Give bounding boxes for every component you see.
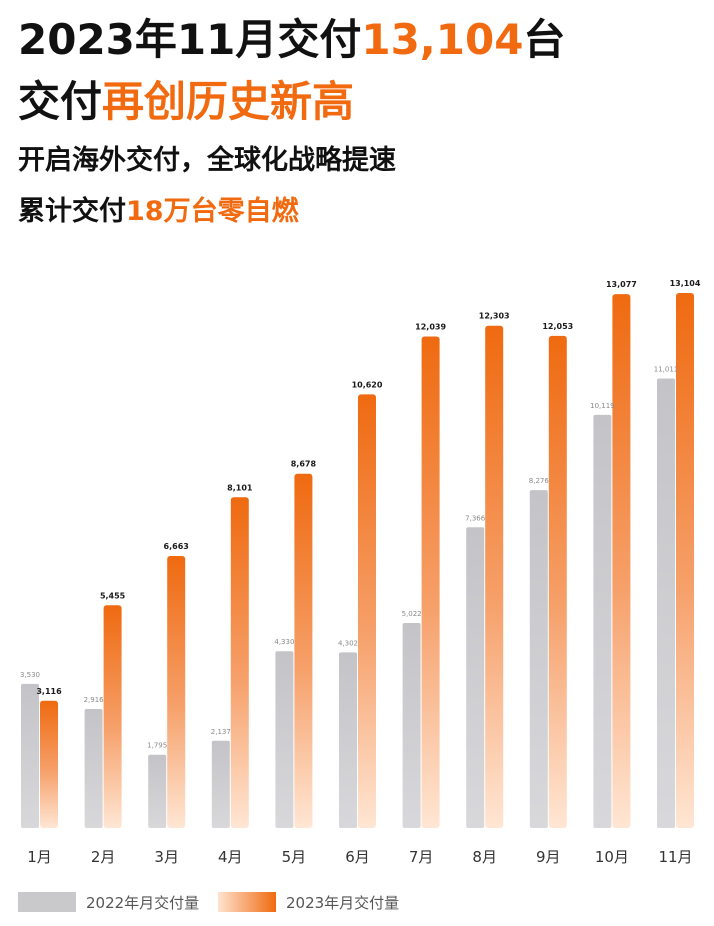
label-2023-7: 12,039: [415, 322, 446, 331]
headline-title: 2023年11月交付13,104台: [18, 14, 565, 66]
tagline-text: 累计交付: [18, 196, 126, 227]
bar-2023-10: [612, 294, 631, 829]
bar-2022-11: [657, 378, 675, 828]
bar-2023-9: [548, 335, 567, 828]
label-2022-1: 3,530: [20, 671, 40, 679]
label-2023-11: 13,104: [670, 279, 701, 288]
legend-swatch-2023: [218, 892, 276, 912]
x-tick-6: 6月: [345, 848, 370, 866]
bar-2023-8: [485, 325, 504, 828]
bar-2023-1: [40, 700, 58, 828]
label-2023-9: 12,053: [542, 322, 573, 331]
bar-2023-5: [294, 473, 313, 828]
x-tick-2: 2月: [91, 848, 116, 866]
bar-2023-3: [167, 555, 186, 828]
x-tick-4: 4月: [218, 848, 243, 866]
legend-label-2023: 2023年月交付量: [286, 893, 400, 912]
bar-2022-7: [402, 622, 421, 828]
label-2023-8: 12,303: [479, 312, 510, 321]
label-2022-11: 11,011: [654, 365, 679, 373]
legend-label-2022: 2022年月交付量: [86, 893, 200, 912]
bar-2022-10: [593, 414, 612, 828]
label-2022-10: 10,119: [590, 402, 615, 410]
x-tick-8: 8月: [472, 848, 497, 866]
x-tick-9: 9月: [536, 848, 561, 866]
label-2022-6: 4,302: [338, 639, 358, 647]
label-2023-3: 6,663: [164, 542, 189, 551]
label-2023-5: 8,678: [291, 460, 317, 469]
bar-2023-7: [421, 336, 440, 828]
x-tick-7: 7月: [409, 848, 434, 866]
label-2023-6: 10,620: [352, 380, 383, 389]
tagline-safety: 累计交付18万台零自燃: [18, 193, 299, 231]
headline-highlight-number: 13,104: [361, 15, 524, 64]
x-tick-5: 5月: [282, 848, 307, 866]
label-2022-5: 4,330: [274, 638, 294, 646]
bar-2022-6: [339, 652, 357, 828]
x-tick-11: 11月: [658, 848, 692, 866]
subtitle-text: 交付: [18, 77, 103, 126]
label-2023-4: 8,101: [227, 483, 253, 492]
subtitle-highlight: 再创历史新高: [102, 77, 355, 126]
legend-2023: 2023年月交付量: [218, 890, 399, 914]
bar-2022-3: [148, 754, 167, 828]
tagline-global: 开启海外交付，全球化战略提速: [18, 145, 396, 176]
label-2022-2: 2,916: [84, 696, 105, 704]
label-2023-1: 3,116: [36, 687, 62, 696]
x-tick-1: 1月: [27, 848, 52, 866]
x-tick-3: 3月: [154, 848, 179, 866]
legend-2022: 2022年月交付量: [18, 890, 199, 914]
bar-2022-1: [21, 683, 39, 828]
label-2022-9: 8,276: [529, 477, 550, 485]
headline-text: 2023年11月交付: [18, 15, 362, 64]
legend-swatch-2022: [18, 892, 76, 912]
bar-2023-2: [103, 605, 122, 828]
label-2023-2: 5,455: [100, 591, 126, 600]
label-2022-4: 2,137: [211, 728, 231, 736]
x-tick-10: 10月: [595, 848, 629, 866]
bar-2023-11: [676, 293, 694, 828]
bar-2022-4: [211, 740, 230, 828]
label-2022-3: 1,795: [147, 742, 167, 750]
headline-text-suffix: 台: [523, 15, 566, 64]
bar-2022-2: [84, 708, 103, 828]
bar-2023-6: [358, 394, 376, 828]
bar-2022-5: [275, 651, 294, 828]
label-2022-7: 5,022: [402, 610, 422, 618]
bar-2023-4: [230, 497, 249, 828]
headline-subtitle: 交付再创历史新高: [18, 76, 354, 128]
bars-group: 3,530 3,116 1月 2,916 5,455 2月 1,795 6,663 3月 2,13…: [20, 279, 701, 866]
label-2023-10: 13,077: [606, 280, 637, 289]
bar-2022-8: [466, 527, 485, 828]
tagline-highlight: 18万台零自燃: [126, 196, 299, 227]
label-2022-8: 7,366: [465, 514, 486, 522]
bar-2022-9: [529, 490, 548, 828]
